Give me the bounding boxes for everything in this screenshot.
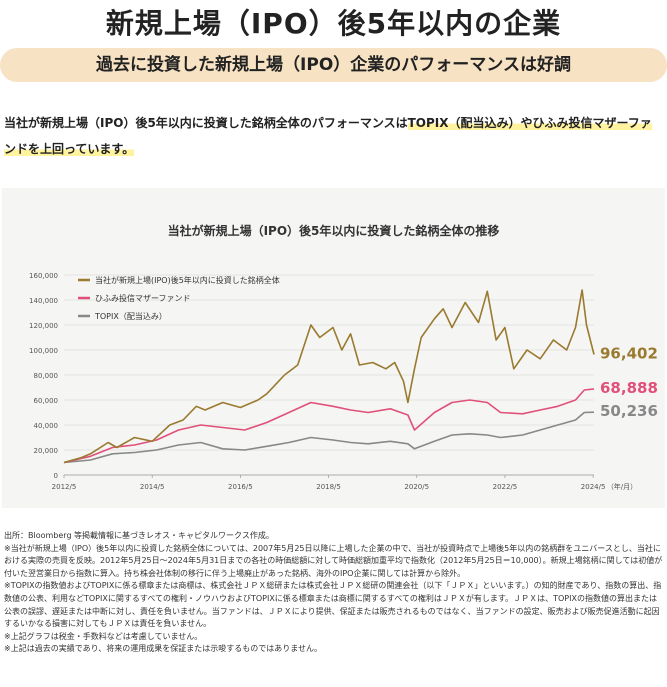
y-tick-label: 40,000 [34,422,59,430]
footnote: ※上記グラフは税金・手数料などは考慮していません。 [4,631,203,641]
x-tick-label: 2012/5 [52,483,77,491]
chart-title: 当社が新規上場（IPO）後5年以内に投資した銘柄全体の推移 [167,224,500,238]
y-tick-label: 0 [54,472,58,480]
performance-line-chart: 0 20,000 40,000 60,000 80,000 100,000 120,000 1… [29,272,658,491]
intro-text: 当社が新規上場（IPO）後5年以内に投資した銘柄全体のパフォーマンスはTOPIX… [4,110,659,162]
x-tick-label: 2020/5 [404,483,429,491]
series-end-label: 68,888 [600,379,658,397]
y-tick-label: 60,000 [34,397,59,405]
intro-plain: 当社が新規上場（IPO）後5年以内に投資した銘柄全体のパフォーマンスは [4,116,408,130]
x-unit-label: （年/月） [607,482,637,491]
footnote: ※TOPIXの指数値およびTOPIXに係る標章または商標は、株式会社ＪＰＸ総研ま… [4,581,662,629]
footnote: ※上記は過去の実績であり、将来の運用成果を保証または示唆するものではありません。 [4,644,323,654]
legend-label: TOPIX（配当込み） [94,311,167,321]
series-end-label: 50,236 [600,402,658,420]
footnotes: 出所：Bloomberg 等掲載情報に基づきレオス・キャピタルワークス作成。 ※… [4,530,663,656]
y-tick-label: 80,000 [34,372,59,380]
y-tick-label: 140,000 [29,297,58,305]
x-tick-label: 2018/5 [316,483,341,491]
page-subtitle: 過去に投資した新規上場（IPO）企業のパフォーマンスは好調 [0,48,667,82]
legend-label: ひふみ投信マザーファンド [95,293,191,303]
x-tick-label: 2014/5 [140,483,165,491]
y-tick-label: 120,000 [29,322,58,330]
chart-panel: 当社が新規上場（IPO）後5年以内に投資した銘柄全体の推移 0 20,000 40,… [2,188,665,508]
y-tick-label: 100,000 [29,347,58,355]
footnote: ※当社が新規上場（IPO）後5年以内に投資した銘柄全体については、2007年5月… [4,543,663,578]
series-line-1 [63,388,595,464]
x-tick-label: 2024/5 [581,483,606,491]
series-line-2 [63,411,595,464]
series-line-0 [63,289,595,464]
footnote: 出所：Bloomberg 等掲載情報に基づきレオス・キャピタルワークス作成。 [4,531,274,540]
page-title: 新規上場（IPO）後5年以内の企業 [105,7,562,40]
x-tick-label: 2016/5 [228,483,253,491]
y-tick-label: 160,000 [29,272,58,280]
series-end-label: 96,402 [600,344,658,362]
x-tick-label: 2022/5 [493,483,518,491]
legend-label: 当社が新規上場(IPO)後5年以内に投資した銘柄全体 [95,275,280,285]
y-tick-label: 20,000 [34,447,59,455]
